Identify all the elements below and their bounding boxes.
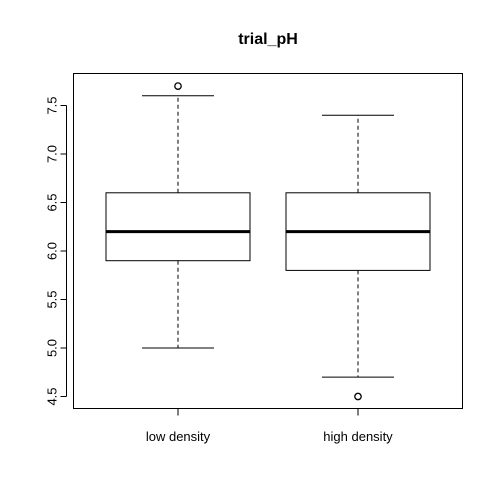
iqr-box [105, 192, 251, 262]
y-tick-label: 6.5 [45, 193, 60, 211]
y-tick-label: 6.0 [45, 242, 60, 260]
box-series [105, 82, 431, 401]
x-category-label: low density [146, 429, 211, 444]
box-low-density [105, 82, 251, 349]
y-tick-label: 7.5 [45, 96, 60, 114]
y-axis: 4.5 5.0 5.5 6.0 6.5 7.0 7.5 [45, 96, 67, 406]
x-axis: low density high density [146, 408, 393, 444]
outlier-point [354, 392, 362, 401]
y-tick-label: 4.5 [45, 387, 60, 405]
plot-frame [73, 73, 463, 409]
box-high-density [285, 114, 431, 401]
y-tick-label: 7.0 [45, 145, 60, 163]
y-tick-label: 5.5 [45, 290, 60, 308]
x-category-label: high density [323, 429, 393, 444]
outlier-point [174, 82, 182, 90]
y-tick-label: 5.0 [45, 339, 60, 357]
chart-title: trial_pH [238, 31, 298, 48]
